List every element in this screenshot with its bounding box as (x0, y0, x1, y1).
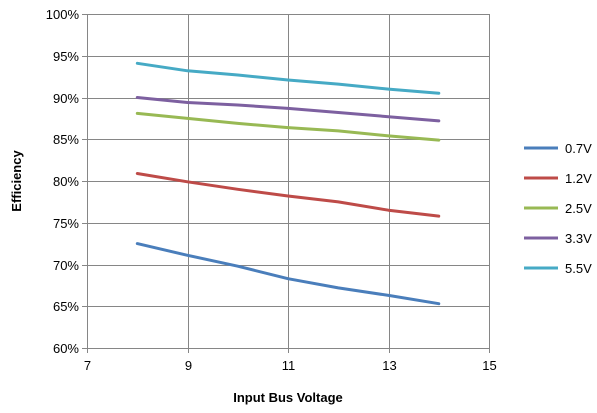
series-line-2.5V (135, 111, 441, 142)
legend-label: 1.2V (565, 171, 592, 186)
legend-label: 3.3V (565, 231, 592, 246)
series-layer (135, 61, 441, 306)
legend: 0.7V 1.2V 2.5V 3.3V 5.5V (524, 141, 592, 276)
series-line-0.7V (135, 242, 441, 306)
x-axis-title: Input Bus Voltage (233, 390, 343, 405)
y-tick-label: 95% (53, 49, 79, 64)
y-tick-label: 60% (53, 341, 79, 356)
y-tick-label: 90% (53, 91, 79, 106)
legend-label: 2.5V (565, 201, 592, 216)
x-tick-label: 9 (185, 358, 192, 373)
series-line-3.3V (135, 96, 441, 123)
x-tick-label: 11 (282, 358, 296, 373)
y-tick-label: 85% (53, 132, 79, 147)
legend-label: 0.7V (565, 141, 592, 156)
y-tick-label: 70% (53, 258, 79, 273)
y-axis-title: Efficiency (9, 150, 24, 212)
y-tick-label: 100% (46, 7, 80, 22)
series-line-1.2V (135, 172, 441, 218)
y-tick-label: 65% (53, 299, 79, 314)
y-tick-label: 80% (53, 174, 79, 189)
x-tick-label: 15 (482, 358, 496, 373)
x-tick-label: 13 (382, 358, 396, 373)
y-tick-label: 75% (53, 216, 79, 231)
legend-label: 5.5V (565, 261, 592, 276)
axis-layer: 60% 65% 70% 75% 80% 85% 90% 95% 100% 7 9 11 13 15 (46, 7, 497, 373)
x-tick-label: 7 (84, 358, 91, 373)
series-line-5.5V (135, 61, 441, 95)
